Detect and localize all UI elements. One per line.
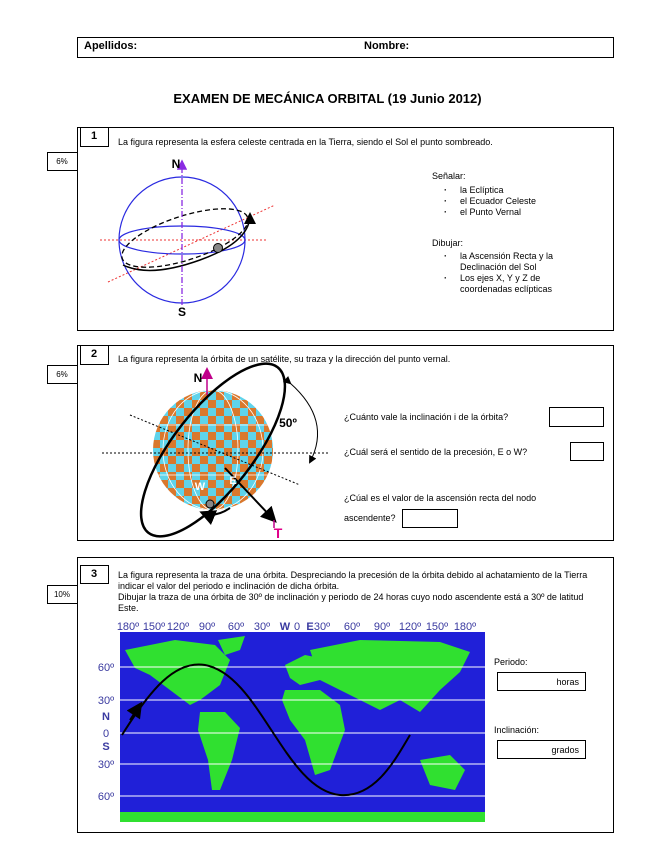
weight-box	[47, 365, 78, 384]
list-item: el Ecuador Celeste	[452, 196, 536, 207]
prompt-text: ¿Cúal es el valor de la ascensión recta …	[344, 493, 537, 523]
list-item: la Eclíptica	[452, 185, 536, 196]
longitude-label: 0	[294, 621, 300, 633]
track-arrow	[126, 701, 143, 721]
latitude-label: 30º	[98, 759, 114, 771]
answer-box[interactable]	[497, 672, 586, 691]
longitude-label: 90º	[374, 621, 390, 633]
field-unit: grados	[551, 745, 579, 755]
prompt: ¿Cuál será el sentido de la precesión, E…	[344, 447, 528, 457]
longitude-label: 120º	[167, 621, 189, 633]
satellite	[205, 499, 215, 509]
weight-box	[47, 585, 78, 604]
list-heading: Señalar:	[432, 171, 466, 181]
answer-boxes	[497, 407, 604, 759]
longitude-label: 30º	[314, 621, 330, 633]
sun	[213, 243, 223, 253]
orbit	[139, 362, 287, 538]
longitude-label: 60º	[228, 621, 244, 633]
list-item: Los ejes X, Y y Z de coordenadas eclípti…	[452, 273, 584, 295]
question-box	[77, 345, 614, 541]
figure-label: N	[172, 157, 181, 171]
celestial-sphere	[100, 159, 276, 305]
latitude-label: N	[102, 711, 110, 723]
prompt: ¿Cúal es el valor de la ascensión recta …	[344, 488, 559, 529]
longitude-label: 90º	[199, 621, 215, 633]
answer-box[interactable]	[497, 740, 586, 759]
paragraph: Dibujar la traza de una órbita de 30º de…	[118, 592, 584, 613]
name-label: Nombre:	[364, 40, 410, 52]
question-box	[77, 557, 614, 833]
answer-box[interactable]	[570, 442, 604, 461]
surname-label: Apellidos:	[84, 40, 138, 52]
question-box	[77, 127, 614, 331]
answer-box[interactable]	[549, 407, 604, 427]
exam-title: EXAMEN DE MECÁNICA ORBITAL (19 Junio 201…	[173, 91, 482, 106]
latitude-label: 60º	[98, 791, 114, 803]
ecliptic-back	[121, 208, 249, 268]
question-number: 2	[90, 348, 98, 360]
list: la Eclípticael Ecuador Celesteel Punto V…	[452, 185, 536, 218]
number-box	[80, 565, 109, 584]
question-statement: La figura representa la traza de una órb…	[118, 570, 588, 614]
prompt: ¿Cuánto vale la inclinación i de la órbi…	[344, 412, 509, 422]
field-unit: horas	[556, 677, 579, 687]
earth-globe	[102, 362, 330, 538]
ecliptic-front	[122, 212, 256, 272]
globe	[153, 390, 273, 510]
latitude-lines	[120, 666, 485, 797]
header-box	[77, 37, 614, 58]
paragraph: La figura representa la traza de una órb…	[118, 570, 588, 591]
longitude-label: 150º	[426, 621, 448, 633]
latitude-label: 30º	[98, 695, 114, 707]
latitude-label: 0	[103, 728, 109, 740]
longitude-label: 30º	[254, 621, 270, 633]
question-statement: La figura representa la esfera celeste c…	[118, 137, 493, 147]
boxes	[47, 37, 614, 833]
list-heading: Dibujar:	[432, 238, 464, 248]
latitude-label: 60º	[98, 662, 114, 674]
angle-arc	[282, 376, 318, 464]
list-item: el Punto Vernal	[452, 207, 536, 218]
list-item: la Ascensión Recta y la Declinación del …	[452, 251, 584, 273]
longitude-label: 180º	[117, 621, 139, 633]
latitude-label: S	[102, 741, 109, 753]
question-weight: 6%	[56, 157, 68, 166]
list: la Ascensión Recta y la Declinación del …	[452, 251, 584, 295]
field-label: Inclinación:	[494, 725, 540, 735]
longitude-label: 120º	[399, 621, 421, 633]
ground-track	[121, 663, 411, 797]
question-weight: 10%	[53, 590, 70, 599]
longitude-label: 150º	[143, 621, 165, 633]
figure-label: N	[194, 371, 203, 385]
longitude-label: 60º	[344, 621, 360, 633]
vernal-direction	[224, 467, 277, 523]
question-weight: 6%	[56, 370, 68, 379]
figure-label: S	[178, 305, 186, 319]
figure-label: E	[229, 475, 236, 487]
number-box	[80, 345, 109, 365]
longitude-label: W	[280, 621, 291, 633]
question-number: 1	[90, 130, 98, 142]
question-statement: La figura representa la órbita de un sat…	[118, 354, 451, 364]
longitude-label: E	[306, 621, 313, 633]
figure-label: 50º	[279, 416, 297, 430]
question-number: 3	[90, 568, 98, 580]
answer-box[interactable]	[401, 509, 458, 529]
world-map	[120, 632, 485, 822]
orbit-arrow	[199, 507, 231, 525]
figure-label: T	[274, 525, 283, 541]
weight-box	[47, 152, 78, 171]
field-label: Periodo:	[494, 657, 528, 667]
longitude-label: 180º	[454, 621, 476, 633]
reference-line	[129, 414, 301, 486]
figure-label: W	[195, 481, 206, 493]
number-box	[80, 127, 109, 147]
